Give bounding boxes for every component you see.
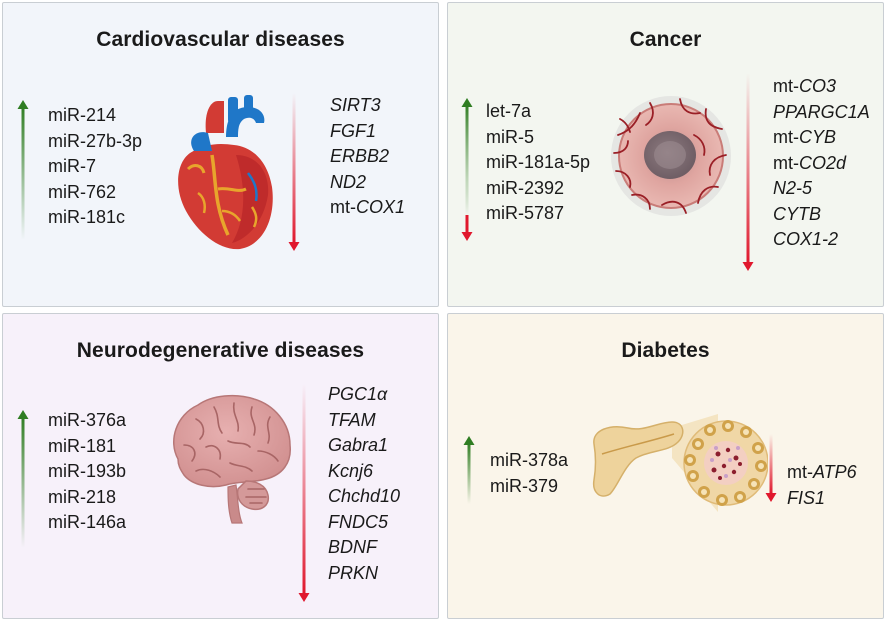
gene-item: mt-CYB <box>773 127 837 147</box>
gene-item: Chchd10 <box>328 486 401 506</box>
gene-item: BDNF <box>328 537 377 557</box>
up-arrow-icon <box>461 98 473 216</box>
gene-item: PRKN <box>328 562 379 583</box>
up-arrow-icon <box>17 410 29 548</box>
gene-item: mt-COX1 <box>330 197 406 217</box>
gene-item: N2-5 <box>773 178 813 198</box>
mirna-item: miR-181 <box>48 435 117 456</box>
down-arrow-icon <box>298 384 310 602</box>
gene-item: PGC1α <box>328 384 388 404</box>
brain-icon <box>173 394 291 524</box>
mirna-item: miR-7 <box>48 156 96 176</box>
mirna-item: miR-27b-3p <box>48 130 143 151</box>
gene-list: mt-ATP6 FIS1 <box>787 460 857 511</box>
gene-item: mt-CO3 <box>773 76 837 96</box>
gene-item: Gabra1 <box>328 435 389 455</box>
gene-item: Kcnj6 <box>328 460 374 481</box>
gene-item: FIS1 <box>787 487 826 508</box>
gene-item: FNDC5 <box>328 511 389 532</box>
gene-item: TFAM <box>328 409 376 430</box>
panel-diabetes: Diabetes miR-378a miR-379 <box>447 313 884 619</box>
gene-item: COX1-2 <box>773 229 839 249</box>
mirna-list: miR-214 miR-27b-3p miR-7 miR-762 miR-181… <box>48 103 142 231</box>
gene-item: ERBB2 <box>330 146 390 166</box>
gene-item: SIRT3 <box>330 95 381 115</box>
up-arrow-icon <box>17 100 29 240</box>
gene-item: PPARGC1A <box>773 101 870 122</box>
gene-list: mt-CO3 PPARGC1A mt-CYB mt-CO2d N2-5 CYTB… <box>773 74 870 253</box>
mirna-list: let-7a miR-5 miR-181a-5p miR-2392 miR-57… <box>486 99 590 227</box>
down-arrow-icon <box>461 215 473 241</box>
mirna-item: miR-214 <box>48 105 117 125</box>
panel-title: Cardiovascular diseases <box>96 28 345 51</box>
mirna-item: miR-181c <box>48 207 126 227</box>
down-arrow-icon <box>742 73 754 271</box>
gene-item: CYTB <box>773 203 822 224</box>
gene-list: SIRT3 FGF1 ERBB2 ND2 mt-COX1 <box>330 93 405 221</box>
mirna-item: miR-762 <box>48 181 117 202</box>
gene-item: FGF1 <box>330 120 377 141</box>
panel-cardiovascular: Cardiovascular diseases miR-214 miR-27b-… <box>2 2 439 307</box>
mirna-item: miR-193b <box>48 461 127 481</box>
mirna-list: miR-376a miR-181 miR-193b miR-218 miR-14… <box>48 408 126 536</box>
up-arrow-icon <box>463 436 475 504</box>
panel-title: Cancer <box>629 28 702 51</box>
panel-cancer: Cancer let-7a miR-5 miR-181a-5p miR-2392… <box>447 2 884 307</box>
gene-list: PGC1α TFAM Gabra1 Kcnj6 Chchd10 FNDC5 BD… <box>328 382 400 586</box>
panel-title: Neurodegenerative diseases <box>76 339 365 362</box>
mirna-item: miR-376a <box>48 410 127 430</box>
pancreas-icon <box>592 414 768 512</box>
mirna-list: miR-378a miR-379 <box>490 448 568 499</box>
mirna-item: miR-378a <box>490 450 569 470</box>
mirna-item: miR-5787 <box>486 203 565 223</box>
mirna-item: let-7a <box>486 101 532 121</box>
gene-item: ND2 <box>330 171 367 192</box>
mirna-item: miR-218 <box>48 486 117 507</box>
panel-neurodegenerative: Neurodegenerative diseases miR-376a miR-… <box>2 313 439 619</box>
mirna-item: miR-5 <box>486 126 534 147</box>
panel-title: Diabetes <box>621 339 710 362</box>
gene-item: mt-CO2d <box>773 152 847 173</box>
down-arrow-icon <box>288 93 300 251</box>
tumor-icon <box>611 96 731 216</box>
mirna-item: miR-379 <box>490 475 559 496</box>
mirna-item: miR-2392 <box>486 177 565 198</box>
mirna-item: miR-181a-5p <box>486 152 591 172</box>
heart-icon <box>178 95 273 250</box>
gene-item: mt-ATP6 <box>787 462 857 482</box>
mirna-item: miR-146a <box>48 512 127 532</box>
down-arrow-icon <box>765 434 777 502</box>
